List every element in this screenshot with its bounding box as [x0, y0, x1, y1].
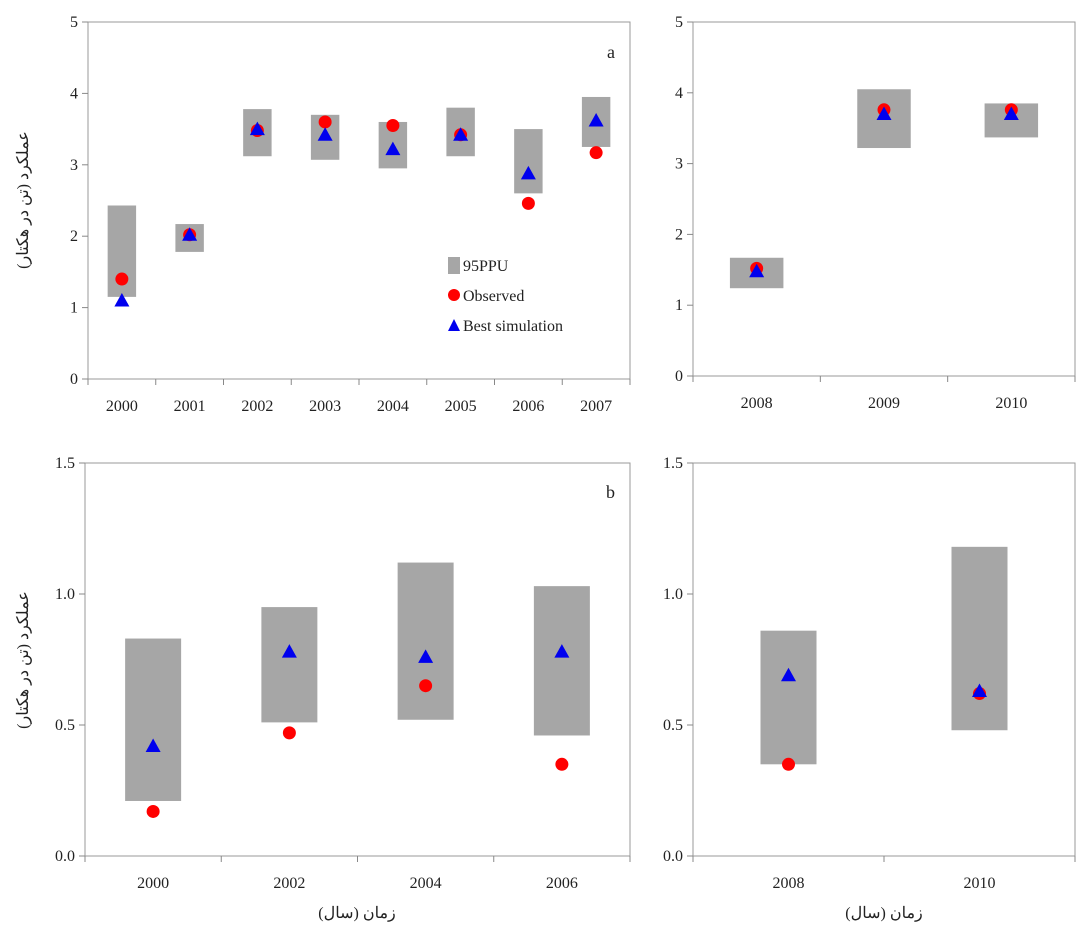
x-tick-label: 2002	[241, 398, 273, 415]
band-bar	[760, 630, 817, 765]
band-bar	[261, 607, 318, 723]
x-tick-label: 2007	[580, 398, 612, 415]
y-tick-label: 1.0	[55, 586, 75, 603]
observed-point	[555, 757, 569, 771]
plot-frame	[692, 462, 1076, 857]
y-tick-label: 0.0	[55, 848, 75, 865]
y-tick-label: 0.5	[663, 717, 683, 734]
observed-point	[282, 726, 296, 740]
panel-b-left: 0.0 0.5 1.0 1.5 2000 2002 2004 2006 b عملکرد (تن …	[15, 455, 631, 922]
x-tick-label: 2008	[773, 875, 805, 892]
y-tick-label: 5	[675, 14, 683, 31]
x-tick-label: 2009	[868, 395, 900, 412]
band-bar	[125, 638, 182, 801]
y-tick-label: 1.5	[55, 455, 75, 472]
simulated-point	[249, 121, 265, 136]
x-tick-label: 2001	[174, 398, 206, 415]
x-tick-label: 2010	[964, 875, 996, 892]
observed-point	[521, 196, 535, 210]
simulated-point	[182, 227, 198, 241]
x-tick-label: 2000	[137, 875, 169, 892]
y-tick-label: 0.5	[55, 717, 75, 734]
observed-point	[115, 272, 129, 286]
y-tick-label: 1.0	[663, 586, 683, 603]
x-tick-label: 2010	[995, 395, 1027, 412]
panel-letter: b	[606, 482, 615, 502]
y-tick-label: 1	[70, 300, 78, 317]
y-tick-label: 2	[70, 228, 78, 245]
observed-point	[386, 119, 400, 133]
y-tick-label: 1.5	[663, 455, 683, 472]
simulated-point	[554, 644, 570, 658]
x-tick-label: 2005	[445, 398, 477, 415]
x-axis-title: زمان (سال)	[318, 905, 395, 922]
simulated-point	[1003, 106, 1019, 121]
band-bar	[514, 129, 543, 194]
simulated-point	[385, 141, 401, 156]
simulated-point	[749, 263, 765, 278]
panel-a-right: 0 1 2 3 4 5 2008 2009 2010	[675, 14, 1076, 412]
band-bar	[951, 546, 1008, 731]
simulated-point	[145, 738, 161, 752]
y-tick-label: 0	[70, 371, 78, 388]
simulated-point	[114, 292, 130, 307]
x-tick-label: 2006	[546, 875, 578, 892]
observed-point	[318, 115, 332, 129]
band-bar	[533, 586, 590, 736]
legend-band-swatch	[448, 257, 460, 274]
observed-point	[419, 679, 433, 693]
x-tick-label: 2004	[410, 875, 442, 892]
observed-point	[782, 757, 795, 771]
simulated-point	[520, 165, 536, 180]
y-tick-label: 5	[70, 14, 78, 31]
x-tick-label: 2003	[309, 398, 341, 415]
band-bar	[397, 562, 454, 720]
simulated-point	[317, 127, 333, 141]
x-tick-label: 2000	[106, 398, 138, 415]
simulated-point	[876, 106, 892, 121]
legend-band-label: 95PPU	[463, 258, 509, 275]
simulated-point	[418, 649, 434, 663]
y-tick-label: 3	[70, 157, 78, 174]
x-tick-label: 2006	[512, 398, 544, 415]
y-tick-label: 4	[70, 85, 78, 102]
x-tick-label: 2004	[377, 398, 409, 415]
legend-simulated-marker	[448, 319, 460, 331]
y-tick-label: 1	[675, 297, 683, 314]
simulated-point	[453, 127, 469, 141]
legend-simulated-label: Best simulation	[463, 318, 563, 335]
panel-a-left: 0 1 2 3 4 5 2000 2001 2002 2003 2004 2005 2006 2007 a ع…	[15, 14, 631, 415]
observed-point	[146, 804, 160, 818]
x-tick-label: 2008	[741, 395, 773, 412]
legend-observed-marker	[448, 289, 460, 301]
legend: 95PPU Observed Best simulation	[448, 257, 563, 335]
panel-b-right: 0.0 0.5 1.0 1.5 2008 2010 زمان (سال)	[663, 455, 1076, 922]
y-axis-title: عملکرد (تن در هکتار)	[15, 131, 32, 269]
legend-observed-label: Observed	[463, 288, 524, 305]
simulated-point	[781, 667, 796, 682]
panel-letter: a	[607, 42, 615, 62]
plot-frame	[692, 21, 1076, 377]
x-tick-label: 2002	[273, 875, 305, 892]
simulated-point	[972, 683, 987, 697]
y-tick-label: 0.0	[663, 848, 683, 865]
y-tick-label: 2	[675, 226, 683, 243]
simulated-point	[588, 113, 604, 127]
simulated-point	[281, 644, 297, 658]
observed-point	[589, 146, 603, 160]
y-tick-label: 4	[675, 85, 683, 102]
y-axis-title: عملکرد (تن در هکتار)	[15, 591, 32, 729]
y-tick-label: 0	[675, 368, 683, 385]
y-tick-label: 3	[675, 156, 683, 173]
x-axis-title: زمان (سال)	[845, 905, 922, 922]
